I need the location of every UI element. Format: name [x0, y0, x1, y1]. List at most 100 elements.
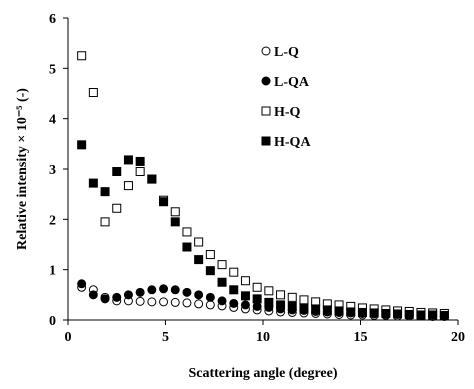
data-point-l-q	[182, 298, 192, 308]
data-point-l-qa	[182, 287, 192, 297]
y-tick-label: 4	[49, 113, 56, 128]
data-point-h-qa	[159, 197, 169, 207]
x-tick-label: 20	[451, 330, 465, 345]
data-point-h-qa	[217, 277, 227, 287]
data-point-h-qa	[205, 266, 215, 276]
data-point-l-qa	[205, 292, 215, 302]
data-point-h-q	[205, 250, 215, 260]
data-point-h-qa	[240, 291, 250, 301]
legend: L-Q L-QA H-Q H-QA	[261, 45, 311, 150]
data-point-h-qa	[428, 310, 438, 320]
data-point-h-qa	[100, 187, 110, 197]
data-point-h-qa	[229, 285, 239, 295]
data-point-h-qa	[299, 303, 309, 313]
x-tick-label: 10	[256, 330, 270, 345]
legend-marker-l-qa	[261, 76, 271, 86]
data-point-h-q	[299, 295, 309, 305]
data-point-l-q	[205, 300, 215, 310]
data-point-h-q	[170, 207, 180, 217]
data-point-l-qa	[159, 284, 169, 294]
data-point-h-qa	[381, 308, 391, 318]
y-axis-title: Relative intensity × 10⁻⁵ (-)	[15, 88, 30, 250]
legend-label-h-q: H-Q	[274, 105, 301, 120]
data-point-h-qa	[393, 309, 403, 319]
data-point-h-qa	[357, 307, 367, 317]
data-point-h-q	[112, 203, 122, 213]
data-point-l-qa	[123, 290, 133, 300]
data-point-h-q	[194, 237, 204, 247]
data-point-l-qa	[100, 294, 110, 304]
x-tick-label: 0	[65, 330, 72, 345]
data-point-h-q	[287, 292, 297, 302]
data-point-h-qa	[147, 174, 157, 184]
data-point-l-qa	[77, 279, 87, 289]
data-point-h-qa	[264, 297, 274, 307]
data-point-h-qa	[77, 140, 87, 150]
data-point-h-q	[252, 282, 262, 292]
data-point-h-qa	[170, 217, 180, 227]
data-point-h-qa	[276, 300, 286, 310]
y-tick-label: 6	[49, 12, 56, 27]
data-point-h-qa	[252, 294, 262, 304]
series-l-q	[77, 282, 449, 321]
y-tick-label: 2	[49, 213, 56, 228]
data-point-h-q	[77, 51, 87, 61]
data-point-h-qa	[369, 308, 379, 318]
data-point-h-qa	[287, 301, 297, 311]
data-point-h-q	[135, 167, 145, 177]
data-point-h-qa	[123, 155, 133, 165]
data-point-l-qa	[135, 287, 145, 297]
data-point-l-qa	[240, 300, 250, 310]
x-axis-title: Scattering angle (degree)	[188, 366, 337, 381]
data-point-h-q	[264, 286, 274, 296]
data-point-h-qa	[439, 310, 449, 320]
data-point-l-q	[170, 297, 180, 307]
data-point-h-qa	[416, 310, 426, 320]
data-point-l-qa	[194, 290, 204, 300]
data-point-h-qa	[404, 309, 414, 319]
data-point-l-qa	[88, 290, 98, 300]
data-point-h-qa	[88, 178, 98, 188]
data-marks	[77, 51, 449, 321]
data-point-h-qa	[194, 255, 204, 265]
data-point-l-qa	[229, 298, 239, 308]
data-point-l-q	[194, 299, 204, 309]
data-point-l-qa	[170, 285, 180, 295]
y-tick-label: 1	[49, 264, 56, 279]
plot-area: 0 5 10 15 20 0 1 2 3 4 5 6	[49, 12, 465, 345]
y-tick-label: 3	[49, 163, 56, 178]
data-point-h-q	[100, 217, 110, 227]
data-point-h-q	[182, 227, 192, 237]
legend-marker-h-qa	[261, 136, 271, 146]
legend-marker-l-q	[261, 46, 271, 56]
x-tick-label: 5	[162, 330, 169, 345]
data-point-h-qa	[112, 167, 122, 177]
legend-label-l-qa: L-QA	[274, 75, 310, 90]
data-point-h-qa	[135, 156, 145, 166]
data-point-l-qa	[112, 292, 122, 302]
x-tick-label: 15	[354, 330, 368, 345]
data-point-h-qa	[322, 305, 332, 315]
data-point-l-q	[147, 297, 157, 307]
data-point-h-q	[217, 260, 227, 270]
data-point-h-q	[276, 290, 286, 300]
legend-label-h-qa: H-QA	[274, 135, 311, 150]
series-h-q	[77, 51, 449, 318]
data-point-h-q	[229, 267, 239, 277]
data-point-l-qa	[147, 285, 157, 295]
legend-marker-h-q	[261, 106, 271, 116]
data-point-l-q	[135, 296, 145, 306]
data-point-h-qa	[334, 306, 344, 316]
series-h-qa	[77, 140, 449, 320]
data-point-l-qa	[217, 296, 227, 306]
series-l-qa	[77, 279, 449, 320]
y-tick-label: 5	[49, 62, 56, 77]
data-point-h-qa	[182, 242, 192, 252]
data-point-h-qa	[346, 307, 356, 317]
data-point-l-qa	[252, 301, 262, 311]
data-point-h-qa	[311, 304, 321, 314]
data-point-h-q	[240, 276, 250, 286]
legend-label-l-q: L-Q	[274, 45, 299, 60]
data-point-h-q	[123, 181, 133, 191]
